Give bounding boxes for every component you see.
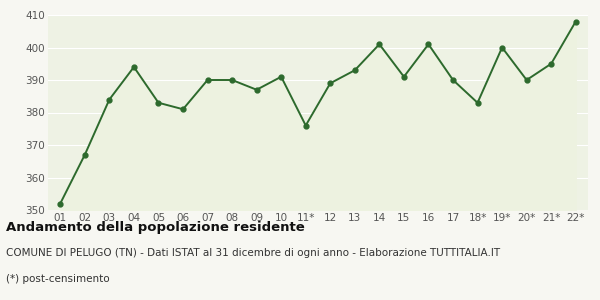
Text: (*) post-censimento: (*) post-censimento bbox=[6, 274, 110, 284]
Text: Andamento della popolazione residente: Andamento della popolazione residente bbox=[6, 220, 305, 233]
Text: COMUNE DI PELUGO (TN) - Dati ISTAT al 31 dicembre di ogni anno - Elaborazione TU: COMUNE DI PELUGO (TN) - Dati ISTAT al 31… bbox=[6, 248, 500, 257]
